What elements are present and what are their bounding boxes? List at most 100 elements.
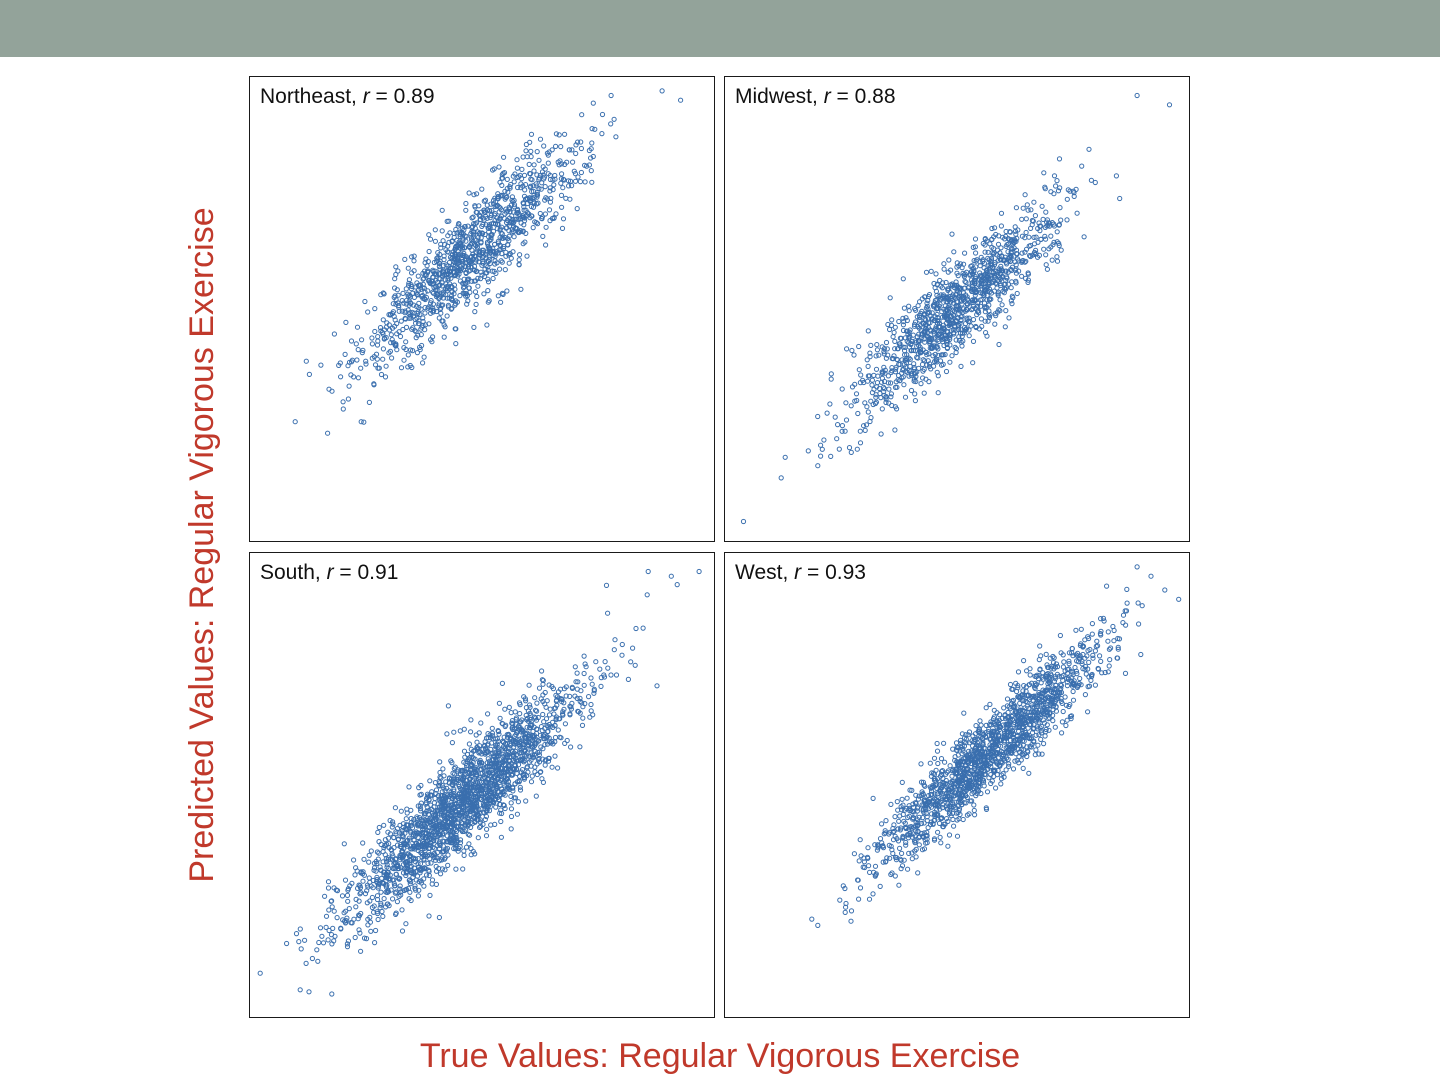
scatter-point	[1085, 648, 1091, 654]
scatter-point	[619, 641, 625, 648]
scatter-point	[559, 204, 565, 210]
scatter-point	[398, 892, 404, 898]
scatter-point	[1043, 726, 1049, 733]
scatter-point	[382, 335, 388, 341]
scatter-point	[589, 140, 595, 146]
scatter-point	[868, 342, 874, 348]
scatter-point	[528, 131, 535, 137]
scatter-point	[527, 170, 533, 177]
scatter-point	[498, 807, 504, 813]
scatter-point	[346, 906, 352, 912]
scatter-point	[1033, 732, 1039, 738]
scatter-point	[973, 264, 979, 270]
scatter-point	[508, 826, 514, 832]
scatter-point	[582, 661, 588, 667]
scatter-point	[953, 346, 959, 352]
scatter-point	[527, 702, 533, 708]
scatter-point	[1063, 722, 1069, 729]
scatter-point	[413, 329, 419, 335]
scatter-point	[512, 709, 518, 715]
scatter-point	[931, 280, 937, 287]
scatter-point	[356, 898, 362, 904]
scatter-point	[500, 760, 506, 766]
scatter-point	[1022, 192, 1028, 198]
scatter-point	[865, 373, 871, 379]
scatter-point	[1038, 236, 1044, 242]
scatter-point	[1092, 179, 1098, 186]
scatter-point	[904, 795, 910, 801]
scatter-point	[523, 698, 529, 704]
scatter-point	[508, 806, 515, 812]
scatter-point	[586, 694, 592, 700]
scatter-point	[1013, 238, 1019, 244]
scatter-point	[917, 347, 924, 353]
scatter-point	[567, 693, 573, 699]
scatter-point	[573, 150, 579, 157]
scatter-point	[1064, 683, 1070, 689]
scatter-point	[479, 272, 485, 278]
scatter-point	[912, 398, 918, 404]
scatter-point	[364, 900, 370, 906]
scatter-point	[937, 301, 943, 307]
scatter-point	[497, 810, 503, 816]
scatter-point	[1022, 259, 1028, 265]
scatter-point	[473, 772, 479, 778]
scatter-point	[1122, 670, 1129, 677]
scatter-point	[467, 808, 473, 814]
scatter-point	[363, 358, 369, 364]
scatter-point	[1134, 92, 1140, 99]
scatter-point	[412, 328, 418, 334]
scatter-point	[411, 258, 417, 264]
scatter-point	[990, 264, 996, 271]
scatter-point	[414, 303, 420, 309]
scatter-point	[471, 263, 478, 270]
scatter-point	[329, 991, 335, 997]
scatter-point	[456, 812, 462, 818]
scatter-point	[949, 297, 955, 303]
scatter-point	[532, 707, 539, 713]
scatter-point	[466, 741, 472, 747]
scatter-point	[326, 907, 332, 913]
scatter-point	[944, 295, 950, 301]
scatter-point	[882, 370, 888, 376]
scatter-point	[931, 343, 937, 349]
scatter-point	[467, 784, 474, 790]
scatter-point	[427, 842, 434, 848]
scatter-point	[389, 337, 395, 343]
scatter-point	[1020, 205, 1026, 211]
scatter-point	[449, 824, 455, 830]
scatter-point	[490, 167, 496, 173]
scatter-point	[495, 293, 501, 299]
scatter-point	[836, 446, 842, 452]
scatter-point	[522, 734, 528, 740]
scatter-point	[934, 320, 941, 326]
scatter-point	[570, 159, 576, 165]
scatter-point	[325, 879, 332, 885]
scatter-point	[488, 746, 494, 752]
scatter-point	[477, 230, 483, 236]
scatter-point	[889, 368, 895, 374]
scatter-point	[835, 422, 841, 428]
scatter-point	[900, 327, 907, 334]
scatter-point	[862, 864, 868, 871]
scatter-point	[475, 835, 481, 841]
scatter-point	[482, 816, 488, 823]
scatter-point	[390, 821, 396, 827]
scatter-point	[874, 347, 880, 353]
scatter-point	[464, 792, 470, 798]
scatter-point	[342, 920, 349, 926]
scatter-point	[378, 841, 384, 847]
scatter-point	[434, 308, 440, 315]
scatter-point	[527, 735, 533, 741]
scatter-point	[917, 344, 923, 350]
scatter-point	[890, 334, 896, 340]
scatter-point	[511, 219, 517, 225]
scatter-point	[540, 172, 546, 178]
scatter-point	[1070, 688, 1076, 695]
scatter-point	[424, 872, 430, 878]
scatter-point	[542, 166, 548, 172]
scatter-point	[980, 278, 986, 284]
scatter-point	[492, 221, 499, 227]
scatter-point	[848, 403, 854, 409]
scatter-point	[426, 232, 432, 238]
